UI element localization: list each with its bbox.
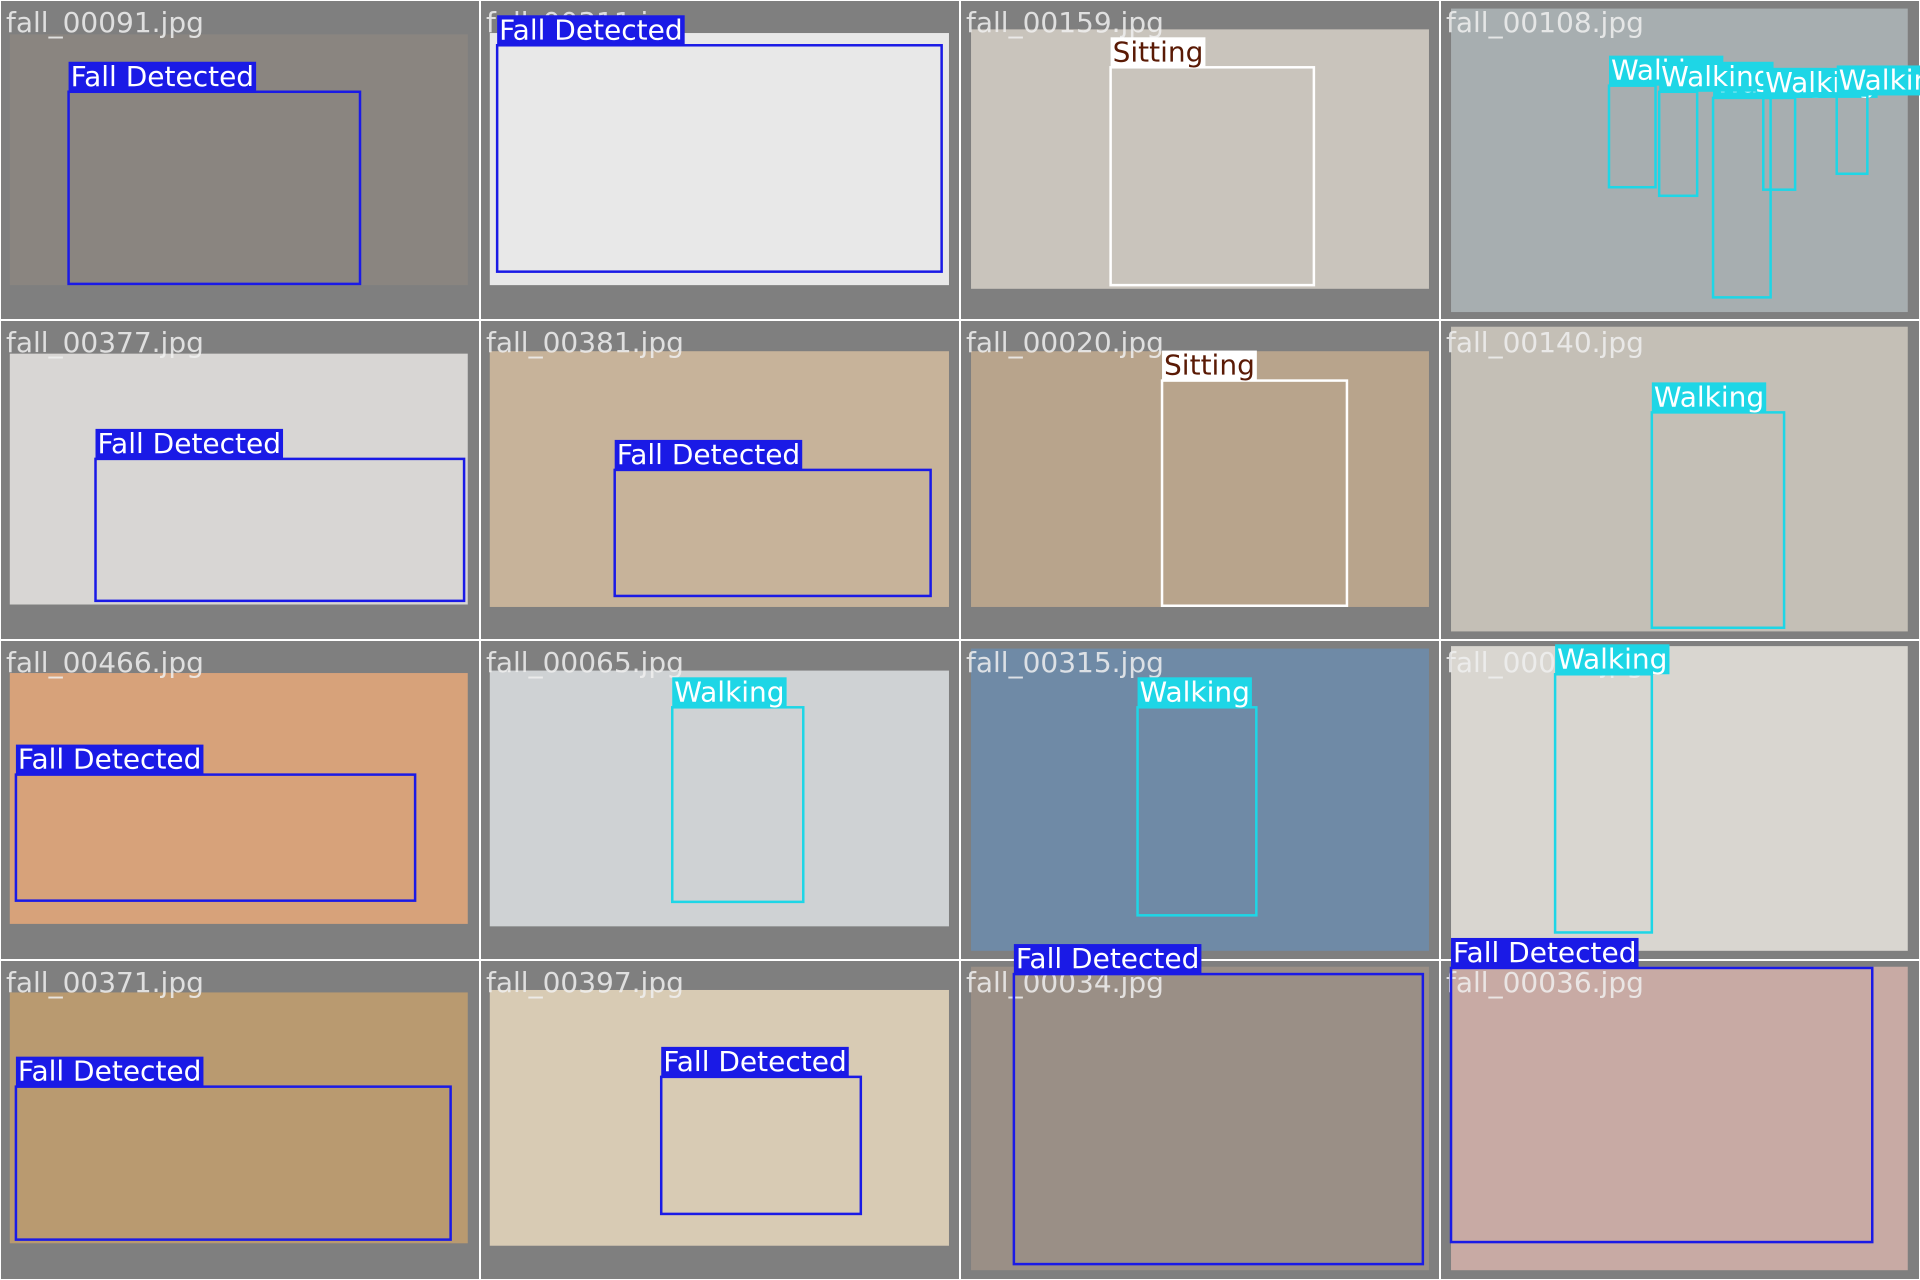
filename: fall_00020.jpg: [966, 326, 1164, 359]
photo: [489, 33, 949, 286]
filename: fall_00091.jpg: [6, 6, 204, 39]
bounding-box: [1109, 66, 1316, 287]
tile: fall_00466.jpg Fall Detected: [1, 641, 479, 959]
tile: fall_00371.jpg Fall Detected: [1, 961, 479, 1279]
detection-label: Sitting: [1164, 349, 1255, 382]
photo: [489, 989, 949, 1246]
filename: fall_00381.jpg: [486, 326, 684, 359]
bounding-box: [14, 1085, 452, 1241]
tile: fall_00397.jpg Fall Detected: [481, 961, 959, 1279]
filename: fall_00159.jpg: [966, 6, 1164, 39]
filename: fall_00065.jpg: [486, 646, 684, 679]
label-background: [1013, 944, 1202, 975]
bounding-box: [1449, 966, 1874, 1244]
detection-label: Walking: [674, 675, 784, 708]
label-background: [1162, 350, 1257, 381]
tile: fall_00381.jpg Fall Detected: [481, 321, 959, 639]
photo: [489, 351, 949, 607]
label-background: [1555, 644, 1670, 675]
photo: [971, 966, 1429, 1271]
detection-label: Walking: [1557, 642, 1667, 675]
detection-label: Walking: [1661, 60, 1771, 93]
photo: [9, 673, 468, 924]
bounding-box: [1012, 972, 1425, 1266]
detection-label: Walking: [1654, 380, 1764, 413]
detection-label: Fall Detected: [499, 13, 683, 46]
photo: [1451, 966, 1908, 1271]
label-background: [95, 428, 284, 459]
label-background: [1836, 65, 1920, 96]
filename: fall_00377.jpg: [6, 326, 204, 359]
detection-label: Walking: [1140, 675, 1250, 708]
filename: fall_00140.jpg: [1446, 326, 1644, 359]
tile: fall_00377.jpg Fall Detected: [1, 321, 479, 639]
label-background: [15, 1056, 204, 1087]
photo: [1451, 326, 1908, 632]
tile: fall_00108.jpgWalkingWalkingWalkingWalki…: [1441, 1, 1920, 319]
tile: fall_00091.jpg Fall Detected: [1, 1, 479, 319]
tile: fall_00140.jpg Walking: [1441, 321, 1919, 639]
label-background: [661, 1046, 849, 1077]
filename: fall_00397.jpg: [486, 966, 684, 999]
photo: [971, 351, 1429, 607]
detection-label: Fall Detected: [663, 1045, 847, 1078]
bounding-box: [495, 44, 943, 273]
filename: fall_00466.jpg: [6, 646, 204, 679]
detection-label: Fall Detected: [1453, 936, 1637, 969]
filename: fall_00036.jpg: [1446, 966, 1644, 999]
detection-label: Fall Detected: [617, 438, 801, 471]
detection-label: Fall Detected: [18, 1055, 202, 1088]
label-background: [68, 61, 257, 92]
label-background: [1651, 382, 1767, 413]
label-background: [497, 15, 685, 46]
filename: fall_00315.jpg: [966, 646, 1164, 679]
label-background: [614, 439, 803, 470]
detection-label: Sitting: [1113, 35, 1204, 68]
label-background: [1110, 37, 1206, 68]
label-background: [1137, 677, 1252, 708]
detection-label: Fall Detected: [1016, 942, 1200, 975]
filename: fall_00108.jpg: [1446, 6, 1644, 39]
photo: [971, 29, 1429, 289]
label-background: [1659, 61, 1774, 92]
bounding-box: [67, 90, 362, 286]
detection-label: Fall Detected: [71, 60, 255, 93]
photo: [9, 992, 468, 1244]
label-background: [672, 677, 787, 708]
detection-label: Walking: [1839, 63, 1920, 96]
bounding-box: [14, 773, 417, 902]
photo: [1451, 646, 1908, 951]
photo: [9, 353, 468, 605]
detection-label: Fall Detected: [98, 427, 282, 460]
filename: fall_00371.jpg: [6, 966, 204, 999]
detection-label: Fall Detected: [18, 743, 202, 776]
photo: [489, 670, 949, 927]
label-background: [1451, 937, 1639, 968]
label-background: [15, 744, 204, 775]
bounding-box: [1657, 90, 1699, 198]
